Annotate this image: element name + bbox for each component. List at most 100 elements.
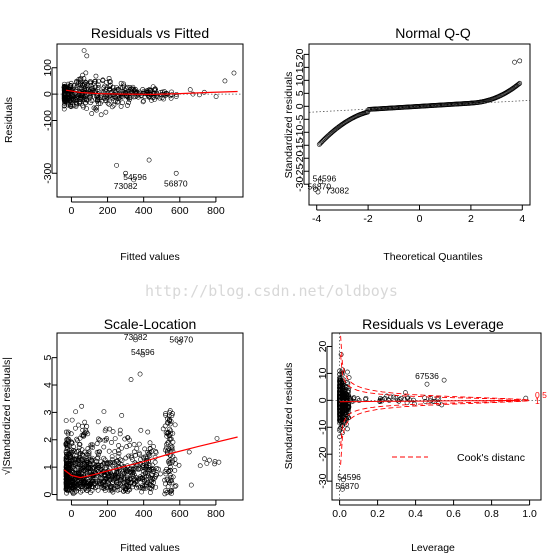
data-point: [112, 98, 118, 104]
x-tick-label: 0.6: [446, 508, 461, 520]
x-tick-label: -4: [312, 213, 321, 225]
data-point: [187, 87, 193, 93]
point-cloud: [63, 337, 222, 497]
data-point: [117, 427, 123, 433]
data-point: [92, 106, 98, 112]
x-tick-label: 800: [207, 205, 225, 217]
x-tick-label: -2: [363, 213, 372, 225]
data-point: [64, 463, 70, 469]
data-point: [81, 48, 87, 53]
data-point: [76, 445, 82, 451]
data-point: [138, 457, 143, 462]
data-point: [83, 96, 88, 101]
data-point: [188, 482, 194, 488]
data-point: [77, 97, 83, 103]
data-point: [102, 88, 108, 94]
data-point: [386, 398, 392, 403]
data-point: [131, 481, 137, 487]
data-point: [92, 470, 98, 476]
data-point: [164, 442, 170, 447]
data-point: [67, 474, 72, 480]
y-tick-label: -5: [294, 114, 306, 123]
data-point: [102, 483, 108, 489]
data-point: [344, 395, 350, 401]
data-point: [75, 422, 81, 428]
x-tick-label: 0: [69, 205, 75, 217]
data-point: [168, 491, 174, 496]
data-point: [204, 461, 210, 466]
data-point: [146, 157, 152, 163]
data-point: [125, 435, 131, 441]
data-point: [167, 421, 173, 427]
data-point: [74, 436, 80, 442]
watermark-text: http://blog.csdn.net/oldboys: [145, 282, 398, 300]
data-point: [161, 96, 166, 102]
data-point: [363, 395, 369, 401]
data-point: [120, 85, 126, 90]
data-point: [133, 477, 139, 483]
data-point: [117, 431, 123, 437]
data-point: [94, 105, 100, 110]
data-point: [346, 407, 351, 412]
data-point: [94, 449, 100, 455]
data-point: [107, 426, 112, 432]
data-point: [124, 84, 130, 90]
data-point: [172, 422, 178, 428]
data-point: [168, 95, 174, 101]
data-point: [64, 451, 69, 457]
data-point: [128, 453, 134, 459]
data-point: [81, 104, 86, 110]
data-point: [100, 461, 106, 467]
data-point: [133, 337, 138, 343]
data-point: [140, 352, 146, 358]
y-tick-label: -30: [317, 473, 329, 488]
data-point: [145, 92, 151, 98]
data-point: [162, 423, 168, 429]
data-point: [159, 95, 165, 101]
data-point: [81, 481, 87, 487]
point-annotation: 67536: [415, 371, 439, 381]
y-tick-label: 5: [42, 355, 54, 361]
data-point: [164, 90, 169, 96]
panel-title: Scale-Location: [104, 316, 197, 332]
data-point: [92, 78, 98, 84]
data-point: [337, 376, 343, 382]
data-point: [94, 98, 100, 104]
data-point: [343, 409, 349, 415]
data-point: [344, 407, 350, 413]
y-tick-label: 0: [42, 491, 54, 497]
data-point: [145, 473, 151, 479]
data-point: [169, 92, 175, 98]
data-point: [82, 86, 87, 91]
panel-frame: [308, 43, 531, 206]
data-point: [163, 411, 168, 417]
data-point: [125, 479, 130, 484]
point-cloud: [61, 48, 237, 183]
data-point: [107, 485, 113, 490]
data-point: [69, 461, 75, 466]
data-point: [98, 112, 104, 118]
data-point: [126, 453, 131, 459]
data-point: [131, 442, 137, 447]
data-point: [98, 95, 104, 101]
point-annotation: 56870: [164, 178, 188, 188]
data-point: [104, 92, 110, 98]
data-point: [111, 462, 117, 468]
y-axis-label: Standardized residuals: [283, 363, 295, 470]
smoother-line: [63, 436, 238, 479]
data-point: [127, 85, 133, 90]
data-point: [84, 470, 90, 476]
data-point: [143, 483, 149, 489]
point-annotation: 56870: [169, 335, 193, 345]
data-point: [93, 462, 99, 468]
data-point: [83, 465, 89, 470]
data-point: [136, 450, 142, 456]
data-point: [66, 436, 72, 442]
data-point: [81, 76, 87, 81]
y-tick-label: 20: [317, 340, 329, 352]
data-point: [96, 481, 102, 487]
data-point: [116, 460, 122, 466]
data-point: [142, 454, 148, 460]
data-point: [102, 478, 108, 484]
data-point: [94, 441, 100, 447]
